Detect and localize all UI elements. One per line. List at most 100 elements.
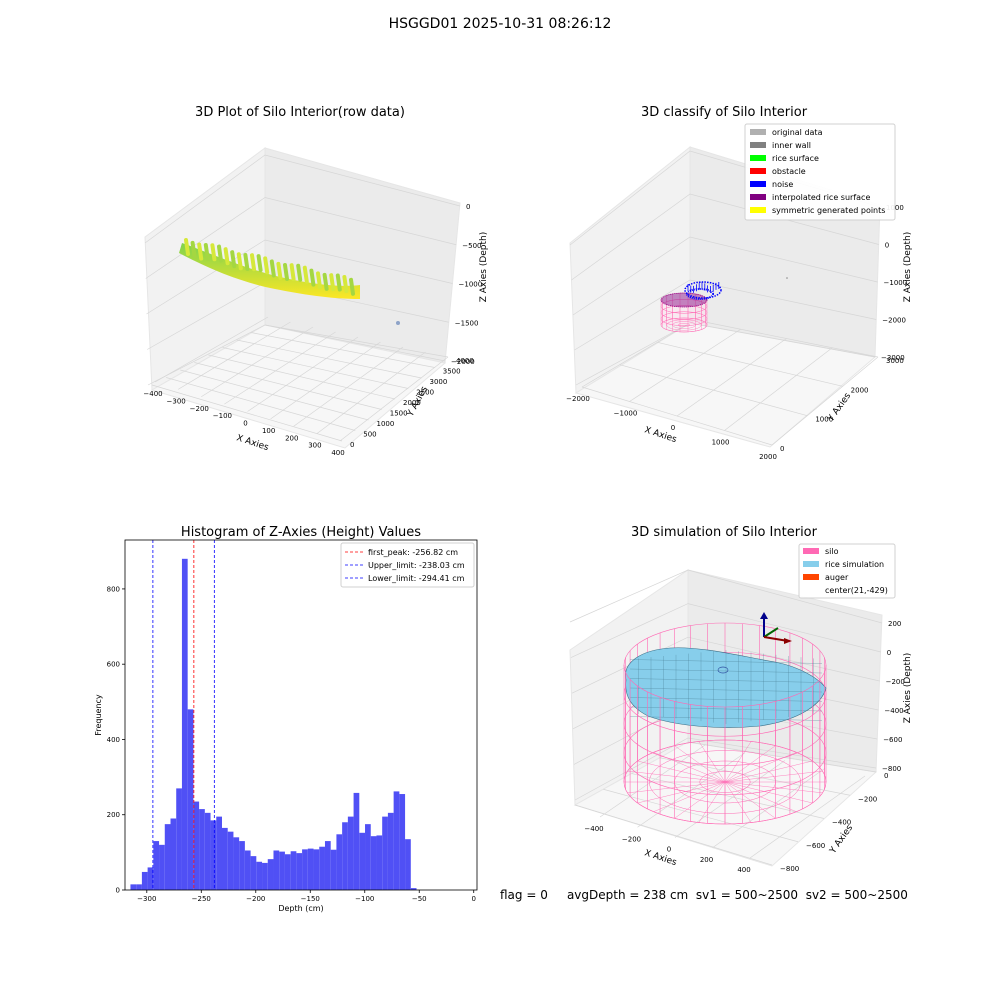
histogram-bar (376, 835, 383, 890)
histogram-bar (324, 841, 331, 890)
histogram-bar (347, 816, 354, 890)
legend-swatch (803, 574, 819, 580)
point-column (236, 252, 243, 271)
silo-ring (660, 299, 708, 314)
x-tick-label: −300 (137, 895, 156, 903)
legend-label: silo (825, 547, 839, 556)
y-axis-label: Frequency (94, 694, 103, 736)
noise-ring (684, 281, 722, 299)
silo-ring (660, 311, 708, 326)
histogram-bar (342, 822, 348, 890)
silo-floor-spoke (724, 781, 776, 819)
y-tick-label: 2500 (416, 389, 434, 397)
plot-frame (124, 539, 478, 891)
legend-label: rice surface (772, 154, 819, 163)
y-tick-label: 200 (107, 811, 120, 819)
histogram-bar (330, 849, 337, 890)
histogram-bar (239, 841, 245, 890)
histogram-bar (176, 788, 182, 890)
histogram-bar (250, 856, 257, 890)
point-column (269, 259, 276, 278)
silo-floor-spoke (627, 770, 726, 783)
x-axis-label: Depth (cm) (278, 904, 323, 913)
x-tick-label: 300 (308, 442, 321, 450)
noise-points (684, 277, 788, 300)
histogram-bar (159, 844, 165, 890)
silo-floor-ring (678, 323, 690, 327)
silo-wireframe-front (623, 664, 827, 825)
x-tick-label: 2000 (759, 453, 777, 461)
y-tick-label: 3000 (430, 378, 448, 386)
x-tick-label: −150 (301, 895, 320, 903)
classify-3d-panel: 3D classify of Silo Interior −2000 −1000 0… (566, 105, 913, 461)
x-tick-label: 200 (285, 434, 298, 442)
z-tick-label: −2000 (882, 317, 906, 325)
histogram-bar (181, 558, 188, 890)
histogram-bar (313, 849, 320, 890)
silo-floor-spoke (698, 741, 726, 783)
histogram-bar (262, 862, 268, 890)
histogram-bar (141, 871, 148, 890)
y-tick-label: 2000 (851, 386, 869, 394)
y-tick-label: −200 (858, 795, 877, 803)
legend-label: symmetric generated points (772, 206, 885, 215)
silo-floor-spoke (637, 760, 726, 783)
y-tick-label: 500 (363, 431, 376, 439)
legend: first_peak: -256.82 cm Upper_limit: -238.… (340, 542, 475, 588)
x-tick-label: −1000 (614, 410, 638, 418)
y-tick-label: 3000 (886, 357, 904, 365)
y-tick-label: −600 (806, 842, 825, 850)
legend-label: Lower_limit: -294.41 cm (368, 574, 465, 583)
y-tick-label: 4000 (456, 357, 474, 365)
silo-ring-front (623, 664, 827, 708)
histogram-bar (307, 848, 314, 890)
histogram-bar (370, 836, 377, 890)
histogram-bar (387, 812, 394, 890)
legend-label: original data (772, 128, 823, 137)
legend-swatch (750, 207, 766, 213)
point-column (197, 242, 204, 261)
z-tick-label: 0 (466, 203, 470, 211)
histogram-bar (227, 831, 234, 890)
point-column (230, 250, 237, 269)
point-column (250, 253, 256, 272)
z-tick-label: −500 (462, 242, 481, 250)
histogram-bar (164, 824, 171, 890)
z-tick-label: 0 (885, 242, 889, 250)
y-tick-label: 0 (350, 441, 354, 449)
x-axis-label: X Axies (643, 848, 678, 868)
point-column (276, 261, 283, 280)
histogram-bar (353, 792, 360, 890)
point-column (184, 238, 190, 256)
histogram-bar (319, 846, 325, 890)
x-tick-label: −100 (355, 895, 374, 903)
x-tick-label: −100 (213, 412, 232, 420)
silo-floor-spoke (627, 781, 726, 794)
point-column (190, 240, 197, 259)
silo-ring-front (623, 781, 827, 825)
x-tick-label: −400 (584, 825, 603, 833)
silo-floor-spoke (724, 770, 823, 783)
panel-title: 3D classify of Silo Interior (641, 105, 808, 120)
y-tick-label: 3500 (443, 368, 461, 376)
silo-floor-spoke (724, 781, 752, 823)
rice-mesh-line (629, 659, 823, 664)
histogram-bar (273, 850, 280, 890)
grid-lines (144, 154, 461, 442)
x-tick-label: −2000 (566, 395, 590, 403)
y-tick-label: 0 (116, 887, 120, 895)
silo-floor-spoke (724, 781, 813, 804)
histogram-bar (296, 853, 303, 890)
silo-floor-spoke (653, 781, 726, 812)
legend-label: center(21,-429) (825, 586, 888, 595)
silo-floor-spoke (724, 760, 813, 783)
z-tick-label: −400 (884, 707, 903, 715)
histogram-bar (216, 816, 222, 890)
center-marker (717, 666, 729, 674)
x-tick-label: −250 (192, 895, 211, 903)
histogram-bar (336, 834, 343, 890)
histogram-bar (279, 851, 285, 890)
point-column (203, 243, 210, 262)
y-tick-label: 1000 (377, 420, 395, 428)
z-tick-label: −1000 (459, 281, 483, 289)
